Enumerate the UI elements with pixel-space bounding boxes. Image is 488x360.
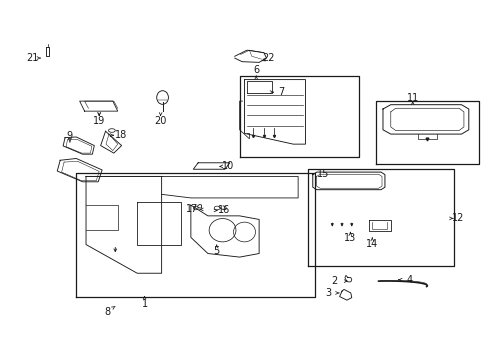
- Text: 17: 17: [186, 204, 198, 215]
- Text: 12: 12: [451, 213, 463, 223]
- Text: 7: 7: [277, 87, 284, 97]
- Text: 9: 9: [67, 131, 73, 141]
- Text: 14: 14: [366, 239, 378, 249]
- Text: 8: 8: [104, 307, 110, 316]
- Text: 21: 21: [26, 53, 39, 63]
- Text: 16: 16: [218, 206, 230, 216]
- Text: 5: 5: [213, 246, 220, 256]
- Text: 1: 1: [141, 299, 147, 309]
- Text: 18: 18: [115, 130, 127, 140]
- Text: 15: 15: [317, 169, 329, 179]
- Text: 13: 13: [344, 233, 356, 243]
- Text: 20: 20: [154, 116, 166, 126]
- Text: 3: 3: [325, 288, 331, 298]
- Text: 6: 6: [253, 65, 259, 75]
- Text: 10: 10: [222, 161, 234, 171]
- Text: 19: 19: [93, 116, 105, 126]
- Text: 4: 4: [406, 275, 411, 285]
- Text: 22: 22: [262, 53, 275, 63]
- Text: 11: 11: [406, 93, 418, 103]
- Text: 2: 2: [331, 276, 337, 286]
